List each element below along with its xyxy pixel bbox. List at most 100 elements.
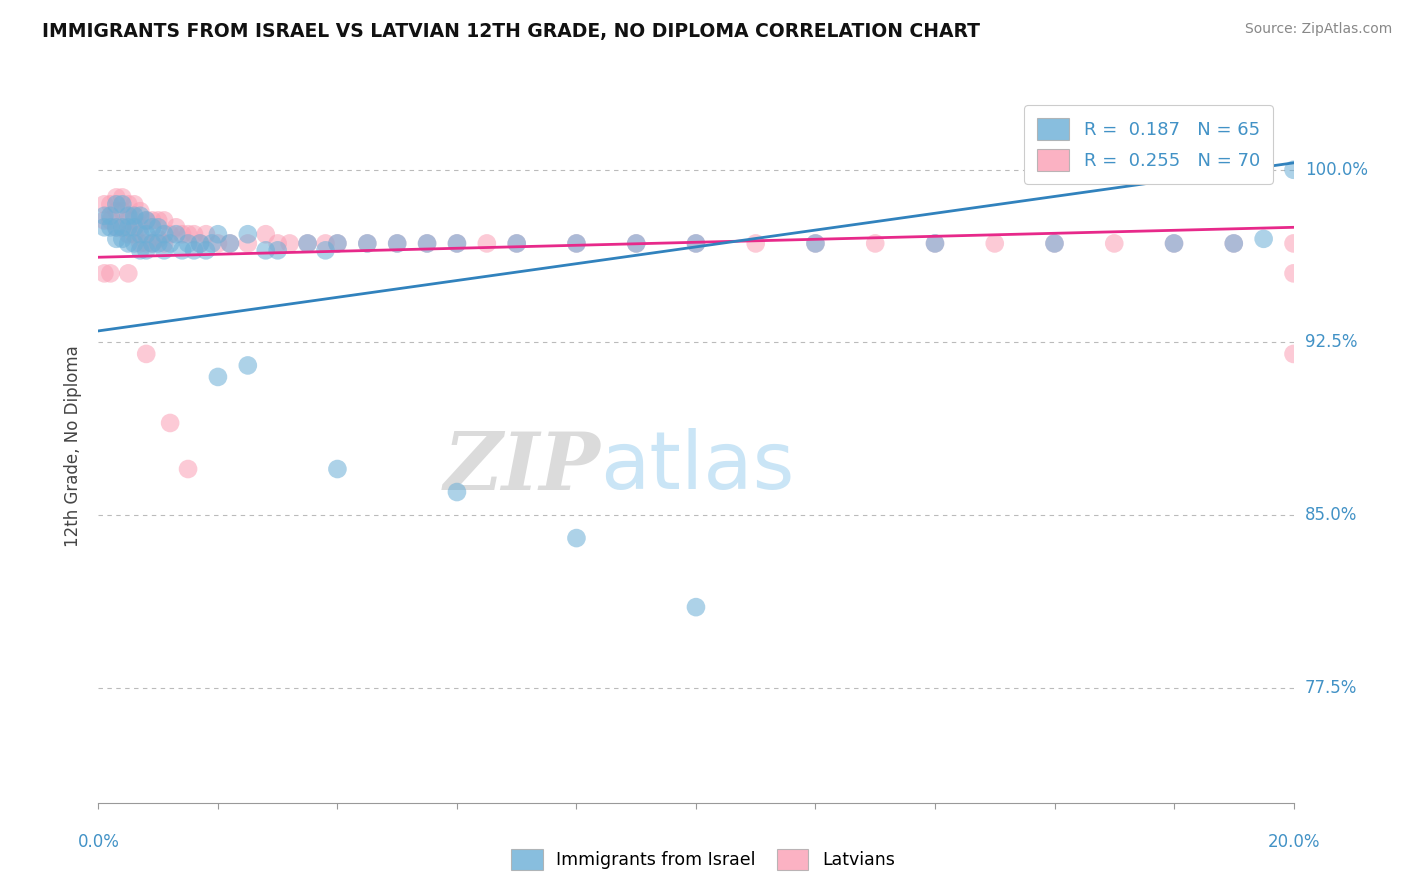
Point — [315, 236, 337, 251]
Point — [207, 227, 229, 242]
Legend: Immigrants from Israel, Latvians: Immigrants from Israel, Latvians — [502, 840, 904, 879]
Point — [1104, 236, 1126, 251]
Point — [416, 236, 439, 251]
Point — [326, 462, 349, 476]
Point — [124, 197, 146, 211]
Point — [135, 213, 157, 227]
Point — [105, 190, 128, 204]
Point — [194, 244, 218, 258]
Text: atlas: atlas — [600, 428, 794, 507]
Point — [177, 227, 200, 242]
Point — [124, 227, 146, 242]
Point — [624, 236, 647, 251]
Point — [98, 266, 122, 280]
Point — [326, 236, 349, 251]
Point — [105, 204, 128, 219]
Point — [565, 236, 588, 251]
Point — [124, 209, 146, 223]
Point — [129, 209, 152, 223]
Point — [254, 244, 277, 258]
Point — [685, 600, 707, 615]
Point — [159, 227, 181, 242]
Point — [446, 236, 468, 251]
Point — [135, 347, 157, 361]
Point — [267, 236, 290, 251]
Point — [1282, 236, 1305, 251]
Point — [188, 236, 211, 251]
Point — [153, 244, 176, 258]
Text: 0.0%: 0.0% — [77, 833, 120, 851]
Point — [165, 220, 187, 235]
Point — [105, 220, 128, 235]
Point — [326, 236, 349, 251]
Point — [135, 213, 157, 227]
Point — [124, 213, 146, 227]
Point — [111, 220, 134, 235]
Point — [219, 236, 242, 251]
Point — [111, 220, 134, 235]
Point — [172, 227, 194, 242]
Point — [105, 220, 128, 235]
Point — [153, 227, 176, 242]
Text: ZIP: ZIP — [443, 429, 600, 506]
Point — [297, 236, 319, 251]
Point — [135, 227, 157, 242]
Point — [745, 236, 768, 251]
Point — [159, 416, 181, 430]
Point — [129, 244, 152, 258]
Point — [111, 232, 134, 246]
Text: 77.5%: 77.5% — [1305, 679, 1357, 697]
Point — [565, 236, 588, 251]
Text: 92.5%: 92.5% — [1305, 334, 1357, 351]
Point — [1282, 162, 1305, 177]
Point — [148, 236, 170, 251]
Point — [98, 213, 122, 227]
Point — [236, 227, 259, 242]
Point — [117, 197, 139, 211]
Point — [124, 220, 146, 235]
Point — [207, 370, 229, 384]
Point — [129, 220, 152, 235]
Point — [624, 236, 647, 251]
Point — [804, 236, 827, 251]
Point — [446, 236, 468, 251]
Point — [129, 227, 152, 242]
Point — [105, 232, 128, 246]
Point — [148, 220, 170, 235]
Point — [446, 485, 468, 500]
Legend: R =  0.187   N = 65, R =  0.255   N = 70: R = 0.187 N = 65, R = 0.255 N = 70 — [1024, 105, 1272, 184]
Point — [183, 227, 205, 242]
Point — [177, 462, 200, 476]
Point — [1282, 347, 1305, 361]
Point — [111, 197, 134, 211]
Point — [129, 204, 152, 219]
Point — [98, 220, 122, 235]
Point — [141, 236, 163, 251]
Point — [254, 227, 277, 242]
Point — [565, 531, 588, 545]
Point — [385, 236, 409, 251]
Point — [924, 236, 946, 251]
Point — [188, 236, 211, 251]
Point — [236, 359, 259, 373]
Point — [98, 209, 122, 223]
Point — [1282, 266, 1305, 280]
Point — [129, 236, 152, 251]
Point — [207, 236, 229, 251]
Point — [201, 236, 224, 251]
Point — [356, 236, 378, 251]
Point — [804, 236, 827, 251]
Point — [194, 227, 218, 242]
Point — [141, 220, 163, 235]
Point — [1163, 236, 1185, 251]
Point — [924, 236, 946, 251]
Point — [1043, 236, 1066, 251]
Point — [141, 236, 163, 251]
Point — [93, 209, 115, 223]
Text: Source: ZipAtlas.com: Source: ZipAtlas.com — [1244, 22, 1392, 37]
Point — [685, 236, 707, 251]
Point — [865, 236, 887, 251]
Point — [105, 197, 128, 211]
Point — [111, 190, 134, 204]
Text: IMMIGRANTS FROM ISRAEL VS LATVIAN 12TH GRADE, NO DIPLOMA CORRELATION CHART: IMMIGRANTS FROM ISRAEL VS LATVIAN 12TH G… — [42, 22, 980, 41]
